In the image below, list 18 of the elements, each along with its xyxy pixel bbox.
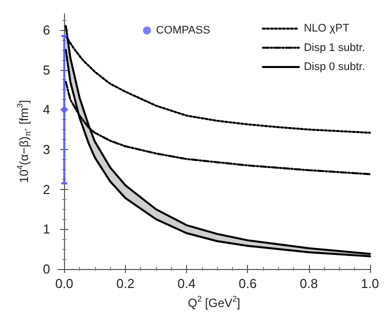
legend-label: NLO χPT <box>304 22 350 35</box>
y-axis-title: 104(α−β)π⁺ [fm3] <box>16 100 32 183</box>
y-tick-label: 6 <box>42 22 50 38</box>
x-tick-label: 0.6 <box>238 276 257 291</box>
x-tick-label: 1.0 <box>360 276 380 291</box>
legend-label: Disp 0 subtr. <box>304 61 365 73</box>
legend-label: Disp 1 subtr. <box>304 42 365 54</box>
x-tick-label: 0.0 <box>55 276 74 291</box>
x-tick-label: 0.4 <box>177 276 196 291</box>
y-tick-label: 2 <box>42 182 50 197</box>
y-tick-label: 3 <box>42 142 50 157</box>
x-tick-label: 0.8 <box>300 276 318 291</box>
y-tick-label: 1 <box>42 222 50 237</box>
y-tick-label: 5 <box>42 62 50 78</box>
y-tick-label: 4 <box>42 102 50 118</box>
x-tick-label: 0.2 <box>116 276 134 291</box>
legend-label: COMPASS <box>156 24 210 36</box>
y-tick-label: 0 <box>42 262 50 276</box>
